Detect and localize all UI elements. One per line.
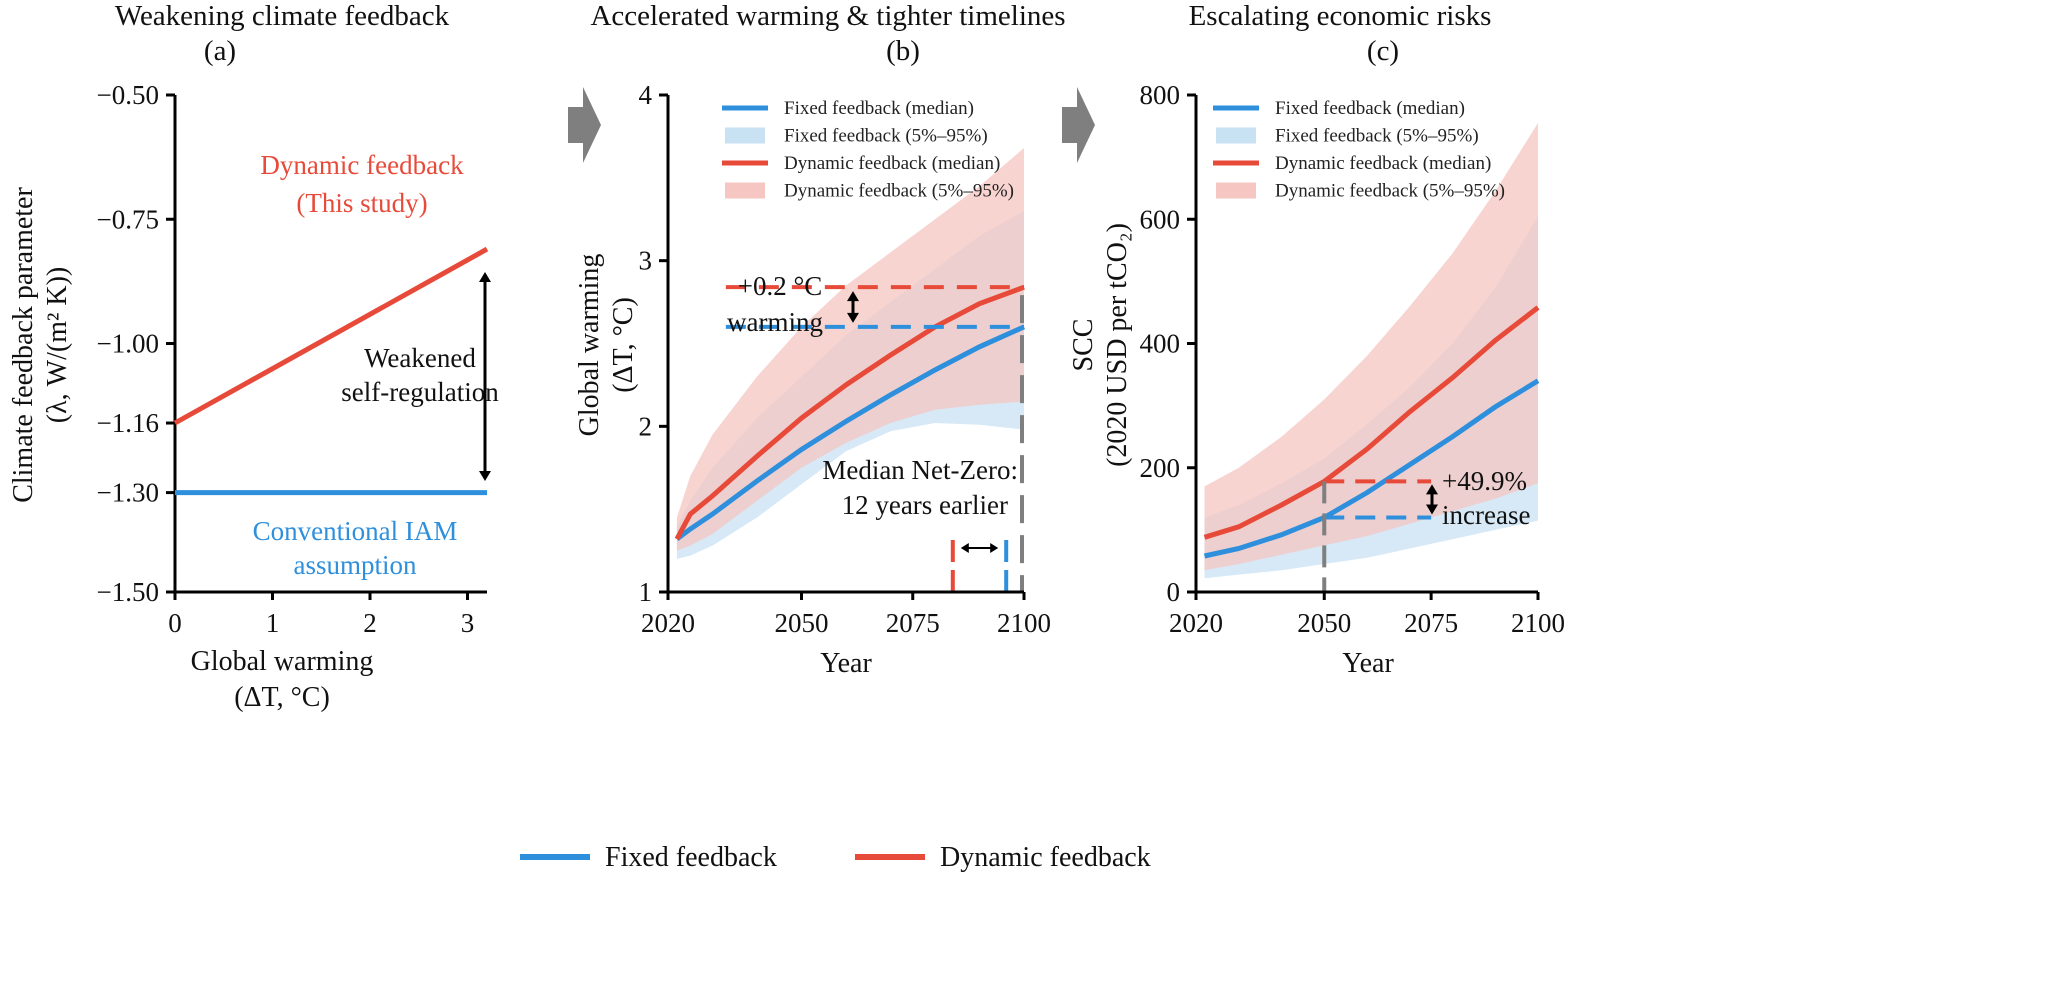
right-arrow-icon — [1062, 87, 1095, 163]
legend-label: Fixed feedback (5%–95%) — [1275, 126, 1479, 147]
legend-label: Fixed feedback (median) — [1275, 98, 1465, 119]
legend-label: Dynamic feedback (5%–95%) — [1275, 181, 1505, 202]
panel-c-y-label-units: (2020 USD per tCO₂) — [1102, 223, 1133, 467]
legend-swatch-band — [725, 182, 765, 199]
increase-annotation: +49.9% — [1442, 466, 1527, 496]
conventional-annotation: Conventional IAM — [253, 516, 458, 546]
panel-b-y-label-units: (ΔT, °C) — [608, 297, 639, 393]
fixed-median-line — [1203, 378, 1540, 559]
panel-a-letter: (a) — [204, 35, 236, 67]
x-tick-label: 2075 — [886, 608, 940, 638]
y-tick-label: −0.50 — [97, 80, 159, 110]
legend-swatch-band — [725, 127, 765, 144]
y-tick-label: 2 — [639, 411, 653, 441]
fixed-median-line — [675, 324, 1026, 542]
dynamic-feedback-line — [173, 246, 489, 426]
warming-annotation: +0.2 °C — [738, 271, 823, 301]
legend-label: Fixed feedback (5%–95%) — [784, 126, 988, 147]
panel-a-y-label-units: (λ, W/(m² K)) — [42, 267, 73, 423]
gap-double-arrow-head — [479, 471, 491, 481]
x-tick-label: 1 — [266, 608, 280, 638]
net-zero-gap-arrow-head — [990, 543, 999, 553]
panel-b-x-label: Year — [820, 648, 872, 679]
panel-c-y-label: SCC — [1068, 319, 1099, 372]
panel-b-title: Accelerated warming & tighter timelines — [590, 0, 1065, 32]
conventional-annotation: assumption — [293, 550, 417, 580]
y-tick-label: 1 — [639, 577, 653, 607]
x-tick-label: 2100 — [997, 608, 1051, 638]
y-tick-label: −0.75 — [97, 204, 159, 234]
panel-a-x-label: Global warming — [191, 646, 374, 677]
warming-gap-arrow-head — [847, 291, 859, 302]
net-zero-annotation: Median Net-Zero: — [822, 455, 1018, 485]
x-tick-label: 3 — [461, 608, 475, 638]
y-tick-label: 800 — [1140, 80, 1181, 110]
warming-annotation: warming — [727, 307, 823, 337]
x-tick-label: 2020 — [641, 608, 695, 638]
x-tick-label: 2020 — [1169, 608, 1223, 638]
legend-label: Fixed feedback (median) — [784, 98, 974, 119]
bottom-legend-dynamic-label: Dynamic feedback — [940, 842, 1151, 873]
right-arrow-icon — [568, 87, 601, 163]
x-tick-label: 2050 — [775, 608, 829, 638]
increase-annotation: increase — [1442, 500, 1530, 530]
x-tick-label: 2075 — [1404, 608, 1458, 638]
x-tick-label: 2 — [363, 608, 377, 638]
legend-label: Dynamic feedback (median) — [784, 153, 1000, 174]
panel-a-x-label-units: (ΔT, °C) — [234, 682, 330, 713]
dynamic-median-line — [674, 284, 1025, 541]
increase-gap-arrow-head — [1426, 484, 1438, 495]
dynamic-band — [1204, 123, 1538, 571]
panel-b: 1 2 3 4 2020 2050 2075 2100 Fixed feedback (medi… — [639, 80, 1052, 638]
weakened-annotation: self-regulation — [341, 377, 499, 407]
dynamic-median-line — [1203, 305, 1540, 540]
x-tick-label: 2100 — [1511, 608, 1565, 638]
y-tick-label: 3 — [639, 246, 653, 276]
x-tick-label: 0 — [168, 608, 182, 638]
panel-b-letter: (b) — [886, 35, 920, 67]
bottom-legend-fixed-label: Fixed feedback — [605, 842, 777, 873]
dynamic-feedback-annotation: Dynamic feedback — [260, 150, 464, 180]
y-tick-label: 200 — [1140, 453, 1181, 483]
increase-gap-arrow-head — [1426, 504, 1438, 515]
x-tick-label: 2050 — [1297, 608, 1351, 638]
warming-gap-arrow-head — [847, 312, 859, 323]
panel-c-x-label: Year — [1342, 648, 1394, 679]
panel-a-y-label: Climate feedback parameter — [8, 187, 39, 503]
y-tick-label: 400 — [1140, 329, 1181, 359]
panel-b-y-label: Global warming — [574, 254, 605, 437]
dynamic-feedback-annotation: (This study) — [296, 188, 427, 218]
panel-c: 0 200 400 600 800 2020 2050 2075 2100 Fixed feedb… — [1140, 80, 1566, 638]
y-tick-label: −1.16 — [97, 408, 159, 438]
y-tick-label: 600 — [1140, 204, 1181, 234]
panel-a: −0.50 −0.75 −1.00 −1.16 −1.30 −1.50 0 1 2 3 Dynami… — [97, 80, 500, 638]
legend-label: Dynamic feedback (median) — [1275, 153, 1491, 174]
net-zero-gap-arrow-head — [960, 543, 969, 553]
y-tick-label: −1.00 — [97, 329, 159, 359]
legend-swatch-band — [1216, 127, 1256, 144]
y-tick-label: 4 — [639, 80, 653, 110]
panel-c-title: Escalating economic risks — [1189, 0, 1492, 32]
panel-a-title: Weakening climate feedback — [115, 0, 450, 32]
legend-swatch-band — [1216, 182, 1256, 199]
net-zero-annotation: 12 years earlier — [842, 490, 1008, 520]
y-tick-label: 0 — [1167, 577, 1181, 607]
y-tick-label: −1.50 — [97, 577, 159, 607]
panel-c-letter: (c) — [1367, 35, 1399, 67]
gap-double-arrow-head — [479, 272, 491, 282]
y-tick-label: −1.30 — [97, 478, 159, 508]
weakened-annotation: Weakened — [364, 343, 476, 373]
legend-label: Dynamic feedback (5%–95%) — [784, 181, 1014, 202]
